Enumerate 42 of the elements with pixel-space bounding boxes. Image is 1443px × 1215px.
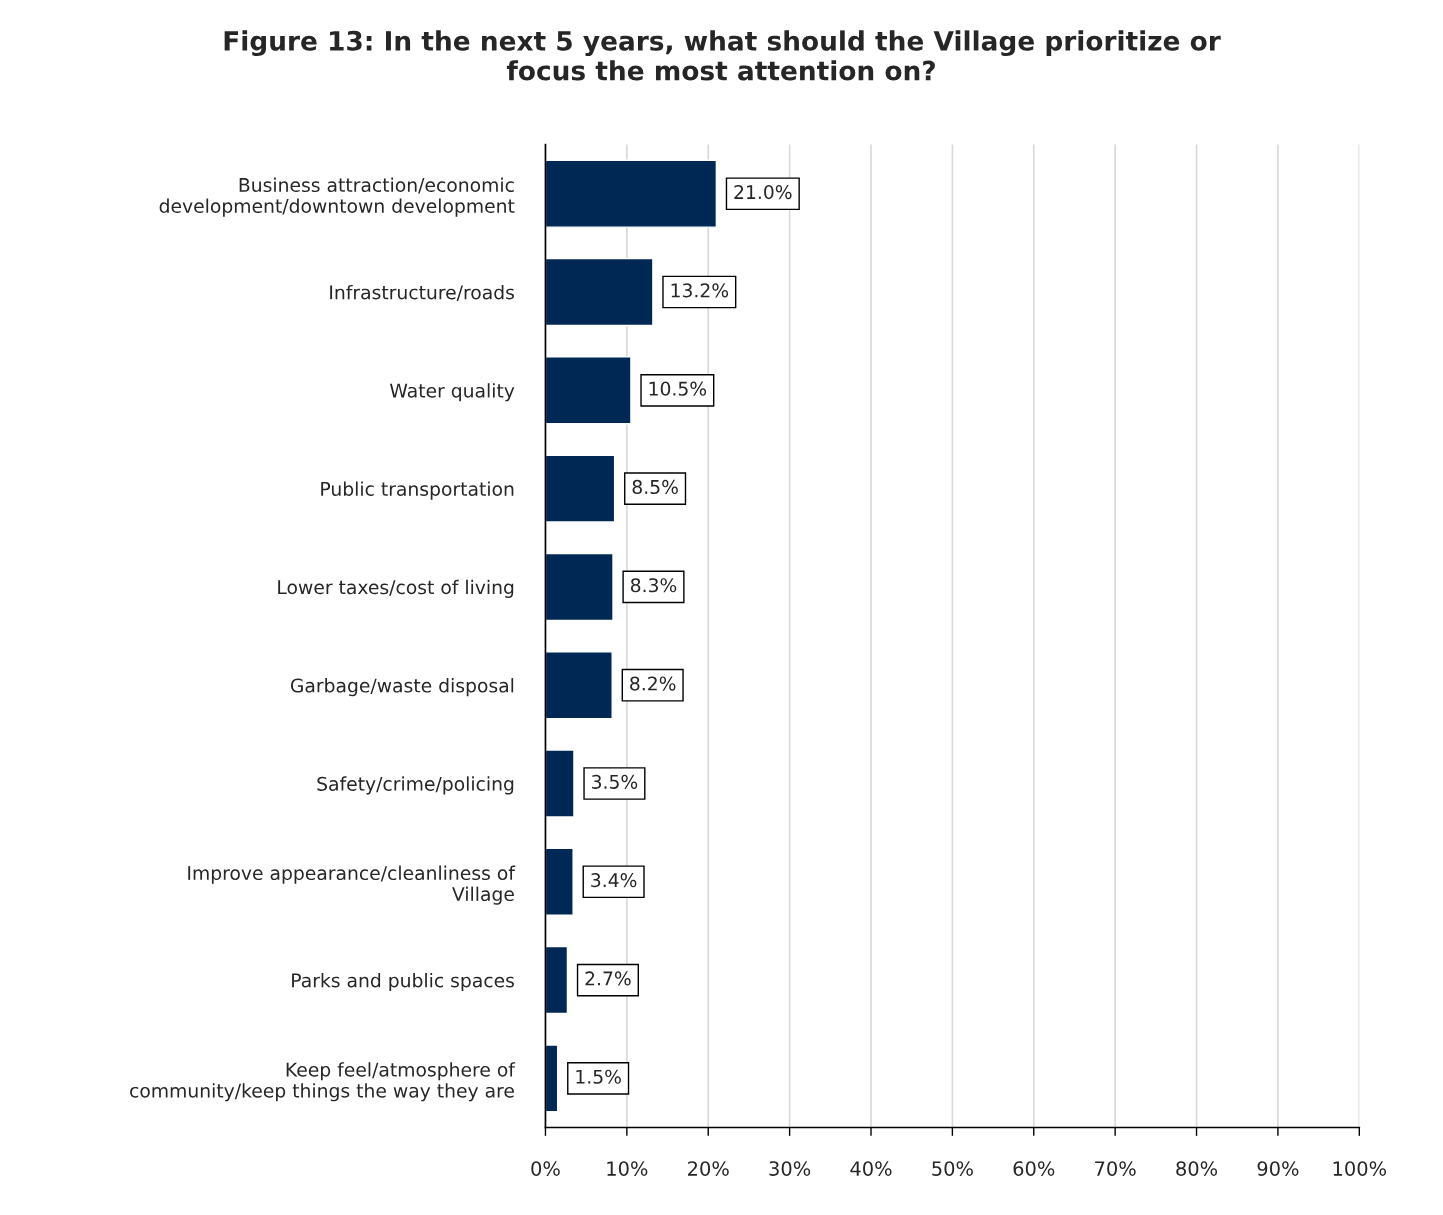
x-tick-label: 40%: [850, 1161, 892, 1176]
x-tick-label: 60%: [1013, 1161, 1055, 1176]
data-label: 10.5%: [649, 381, 707, 396]
y-tick-label: Improve appearance/cleanliness of Village: [188, 865, 516, 905]
y-tick-label: Public transportation: [321, 481, 514, 500]
bar: [545, 454, 616, 523]
data-label: 8.5%: [632, 479, 678, 495]
chart-title: Figure 13: In the next 5 years, what should the Village prioritize or focus the most attention on?: [224, 30, 1221, 81]
y-tick-label: Keep feel/atmosphere of community/keep things the way they are: [130, 1062, 516, 1102]
data-label: 3.4%: [591, 873, 637, 888]
data-label: 1.5%: [576, 1069, 621, 1084]
x-tick-label: 0%: [531, 1161, 560, 1176]
y-tick-label: Lower taxes/cost of living: [278, 579, 514, 598]
y-tick-label: Infrastructure/roads: [330, 284, 514, 301]
x-tick-label: 90%: [1257, 1161, 1299, 1176]
y-tick-label: Garbage/waste disposal: [290, 678, 514, 697]
x-tick-label: 20%: [688, 1161, 729, 1176]
bar: [545, 945, 569, 1015]
data-label: 2.7%: [585, 971, 631, 986]
bar: [545, 159, 718, 228]
data-label: 8.2%: [630, 676, 676, 691]
y-tick-label: Parks and public spaces: [292, 972, 514, 992]
x-tick-label: 10%: [607, 1161, 648, 1176]
x-tick-label: 70%: [1095, 1161, 1136, 1176]
x-tick-label: 80%: [1176, 1161, 1218, 1176]
x-tick-label: 30%: [769, 1161, 811, 1176]
x-tick-label: 50%: [932, 1161, 973, 1176]
x-tick-label: 100%: [1333, 1161, 1387, 1176]
bar: [545, 257, 654, 327]
data-label: 13.2%: [671, 283, 729, 298]
y-tick-label: Water quality: [389, 383, 515, 402]
y-tick-label: Business attraction/economic development/downtown development: [159, 177, 515, 217]
data-label: 8.3%: [630, 578, 677, 593]
data-label: 21.0%: [734, 184, 792, 200]
bar: [545, 847, 574, 916]
y-tick-label: Safety/crime/policing: [317, 776, 514, 795]
bar: [545, 651, 613, 720]
bar: [545, 356, 632, 425]
data-label: 3.5%: [592, 774, 638, 789]
bar: [545, 552, 614, 622]
bar: [545, 749, 575, 818]
bar: [545, 1044, 559, 1113]
